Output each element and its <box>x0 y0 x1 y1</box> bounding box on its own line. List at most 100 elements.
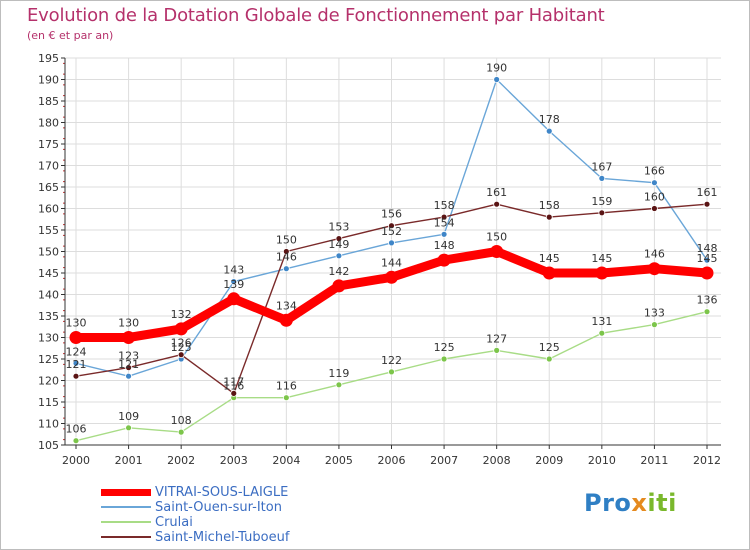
y-tick-label: 155 <box>38 224 59 237</box>
y-tick-label: 190 <box>38 74 59 87</box>
data-label-series-0: 145 <box>697 252 718 265</box>
series-1-point <box>125 372 132 380</box>
data-label-series-3: 156 <box>381 208 402 221</box>
legend-label-vitrai: VITRAI-SOUS-LAIGLE <box>155 485 289 500</box>
y-tick-label: 115 <box>38 396 59 409</box>
data-label-series-2: 116 <box>223 380 244 393</box>
series-0-point <box>595 266 609 280</box>
data-label-series-3: 160 <box>644 191 665 204</box>
data-label-series-3: 121 <box>66 358 87 371</box>
data-label-series-2: 116 <box>276 380 297 393</box>
data-label-series-0: 130 <box>66 317 87 330</box>
series-2-point <box>545 355 553 363</box>
y-tick-label: 150 <box>38 246 59 259</box>
data-label-series-3: 159 <box>591 195 612 208</box>
legend-label-crulai: Crulai <box>155 515 193 530</box>
data-label-series-2: 127 <box>486 332 507 345</box>
y-tick-label: 165 <box>38 181 59 194</box>
data-label-series-0: 145 <box>591 252 612 265</box>
y-tick-label: 135 <box>38 310 59 323</box>
y-tick-label: 105 <box>38 439 59 452</box>
x-tick-label: 2007 <box>430 454 458 467</box>
y-tick-label: 130 <box>38 332 59 345</box>
y-tick-label: 180 <box>38 117 59 130</box>
data-label-series-2: 106 <box>66 423 87 436</box>
series-3-point <box>230 389 238 397</box>
data-label-series-2: 108 <box>171 414 192 427</box>
series-2-point <box>598 329 606 337</box>
logo-part-1: Pro <box>584 489 632 517</box>
x-tick-label: 2003 <box>220 454 248 467</box>
data-label-series-0: 148 <box>434 239 455 252</box>
series-3-point <box>388 222 395 230</box>
data-label-series-2: 125 <box>539 341 560 354</box>
y-tick-label: 170 <box>38 160 59 173</box>
series-1-point <box>703 256 711 264</box>
series-1-point <box>545 127 553 135</box>
data-label-series-3: 126 <box>171 337 192 350</box>
series-3-point <box>335 235 343 243</box>
series-2-point <box>335 381 343 389</box>
series-2-point <box>282 394 290 402</box>
data-label-series-1: 166 <box>644 165 665 178</box>
data-label-series-0: 142 <box>328 265 349 278</box>
data-label-series-0: 145 <box>539 252 560 265</box>
data-label-series-1: 146 <box>276 251 297 264</box>
x-tick-label: 2004 <box>272 454 300 467</box>
legend-swatch-vitrai <box>101 489 151 496</box>
axis-layer: 105 110 115 120 125 130 135 140 145 150 155 160 165 1… <box>38 52 721 467</box>
data-label-series-3: 161 <box>697 186 718 199</box>
data-label-series-3: 123 <box>118 350 139 363</box>
data-label-series-1: 148 <box>697 242 718 255</box>
series-0-point <box>279 313 293 327</box>
series-1-point <box>598 174 606 182</box>
data-label-series-3: 161 <box>486 186 507 199</box>
series-1-point <box>440 230 448 238</box>
data-label-series-2: 109 <box>118 410 139 423</box>
series-1-point <box>282 265 290 273</box>
data-label-series-0: 132 <box>171 308 192 321</box>
series-3-point <box>440 213 448 221</box>
data-label-series-1: 143 <box>223 264 244 277</box>
legend-label-saint-ouen: Saint-Ouen-sur-Iton <box>155 500 282 515</box>
data-label-series-1: 167 <box>591 160 612 173</box>
series-3-point <box>598 209 606 217</box>
y-tick-label: 160 <box>38 203 59 216</box>
series-1-point <box>72 359 80 367</box>
y-tick-label: 145 <box>38 267 59 280</box>
proxiti-logo: Proxiti <box>584 489 677 517</box>
x-tick-label: 2012 <box>693 454 721 467</box>
data-label-series-3: 150 <box>276 234 297 247</box>
y-tick-label: 195 <box>38 52 59 65</box>
series-0-point <box>647 262 661 276</box>
logo-part-2: x <box>631 489 648 517</box>
series-0-point <box>542 266 556 280</box>
logo-part-3: iti <box>647 489 677 517</box>
series-1-point <box>651 179 658 187</box>
series-0-point <box>490 245 504 258</box>
series-1-point <box>335 252 343 260</box>
chart-title: Evolution de la Dotation Globale de Fonc… <box>27 5 605 26</box>
series-3-point <box>125 364 132 372</box>
x-tick-label: 2002 <box>167 454 195 467</box>
series-0-point <box>700 266 714 280</box>
data-label-series-1: 149 <box>328 238 349 251</box>
x-tick-label: 2010 <box>588 454 616 467</box>
series-2-point <box>651 321 658 329</box>
legend-swatch-crulai <box>101 521 151 523</box>
y-tick-label: 125 <box>38 353 59 366</box>
data-label-series-0: 134 <box>276 299 297 312</box>
data-label-series-0: 150 <box>486 231 507 244</box>
data-label-series-2: 136 <box>697 294 718 307</box>
series-3-point <box>703 200 711 208</box>
data-label-series-3: 153 <box>328 221 349 234</box>
series-3-point <box>72 372 80 380</box>
legend-label-saint-michel: Saint-Michel-Tuboeuf <box>155 530 290 545</box>
x-tick-label: 2008 <box>483 454 511 467</box>
data-label-series-0: 144 <box>381 256 402 269</box>
data-label-series-1: 152 <box>381 225 402 238</box>
series-0-point <box>385 270 398 284</box>
y-tick-label: 185 <box>38 95 59 108</box>
